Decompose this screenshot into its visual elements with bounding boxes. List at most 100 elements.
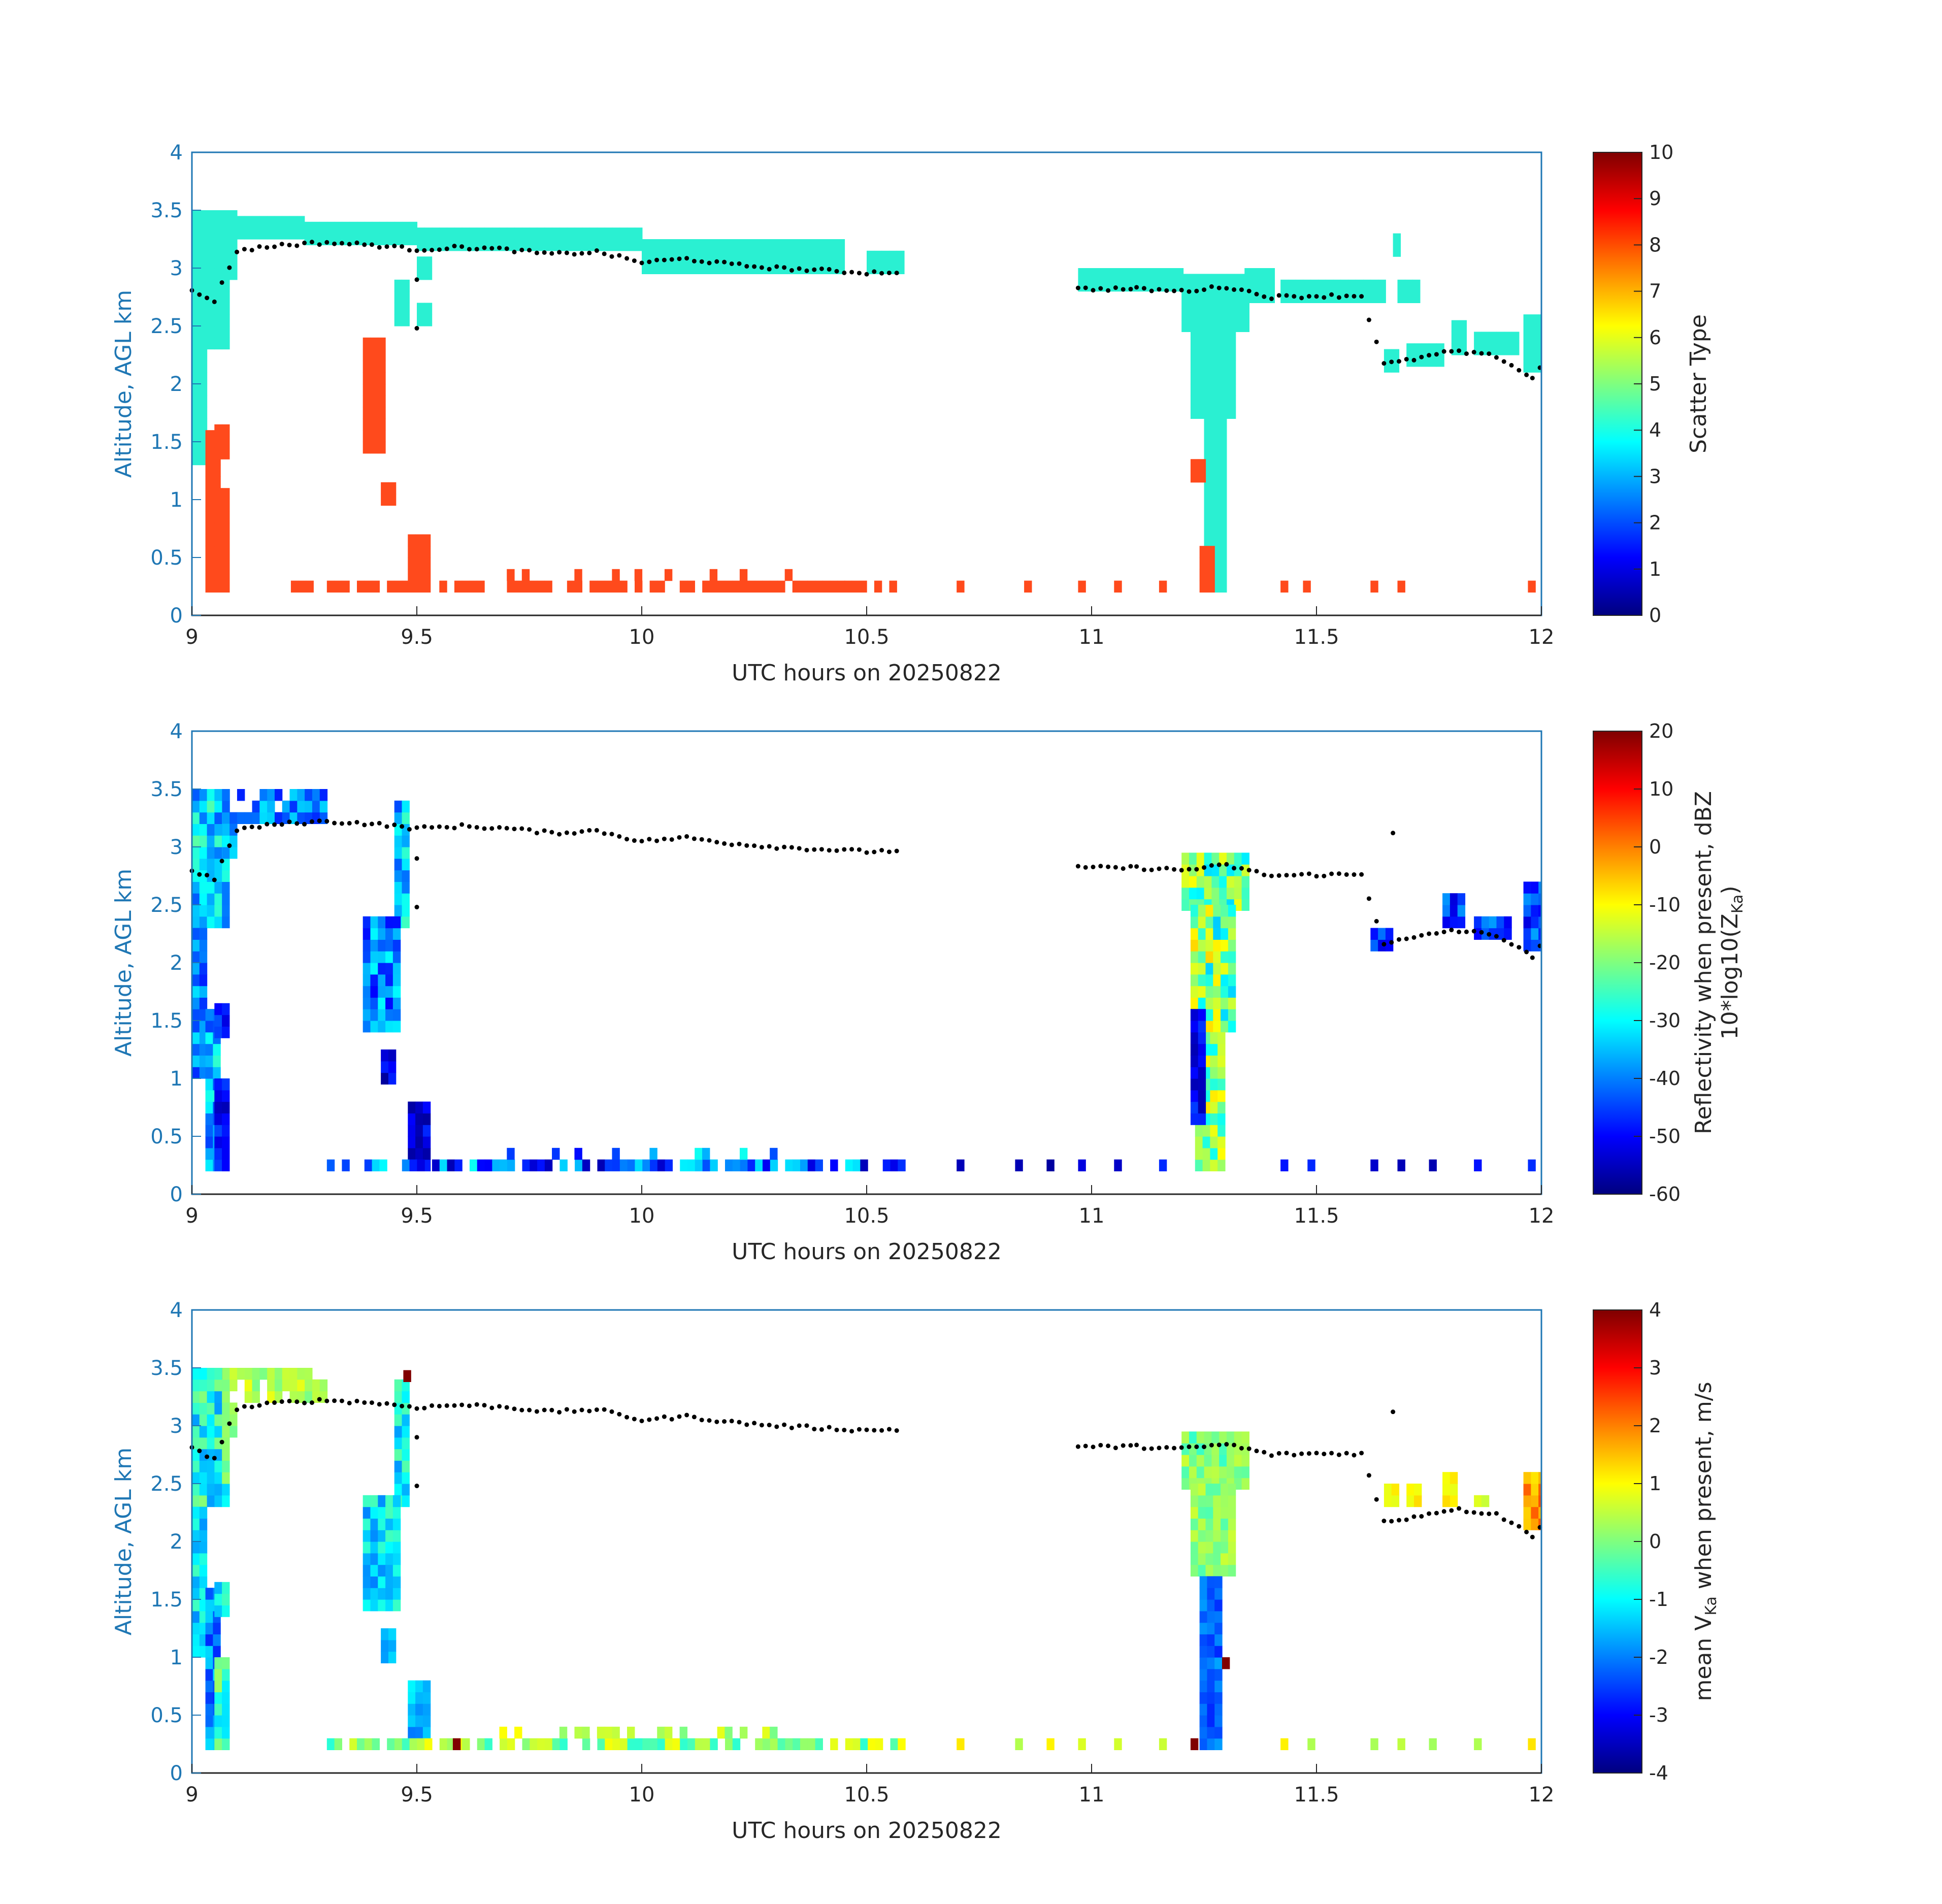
- heatmap-cell: [192, 279, 200, 292]
- heatmap-cell: [845, 1159, 853, 1171]
- heatmap-cell: [1226, 852, 1235, 865]
- heatmap-cell: [192, 986, 200, 998]
- heatmap-cell: [214, 1014, 222, 1027]
- heatmap-cell: [192, 800, 200, 813]
- heatmap-cell: [1221, 1553, 1229, 1565]
- colorbar-label-formula: 10*log10(ZKa): [1717, 885, 1747, 1039]
- heatmap-cell: [447, 1159, 455, 1171]
- heatmap-cell: [1234, 876, 1242, 888]
- heatmap-cell: [469, 227, 477, 240]
- cloud-top-point: [414, 1406, 419, 1411]
- heatmap-cell: [363, 939, 371, 951]
- colorbar-tick-label: -40: [1649, 1067, 1681, 1090]
- cloud-top-point: [647, 1417, 652, 1422]
- cloud-top-point: [497, 825, 502, 830]
- heatmap-cell: [297, 227, 305, 240]
- heatmap-cell: [1211, 887, 1220, 900]
- heatmap-cell: [1190, 349, 1199, 361]
- cloud-top-point: [812, 847, 817, 852]
- x-ticks: 9 9.5 10 10.5 11 11.5 12: [185, 1185, 1554, 1228]
- heatmap-cell: [777, 262, 785, 274]
- heatmap-cell: [192, 1067, 200, 1079]
- heatmap-cell: [1538, 326, 1541, 338]
- heatmap-cell: [732, 1738, 741, 1750]
- heatmap-cell: [222, 1472, 230, 1484]
- cloud-top-point: [242, 247, 247, 252]
- heatmap-cell: [1406, 1495, 1414, 1507]
- heatmap-cell: [1280, 580, 1289, 593]
- heatmap-cell: [392, 916, 401, 929]
- cloud-top-point: [886, 1427, 892, 1432]
- cloud-top-point: [1471, 1510, 1476, 1515]
- heatmap-cell: [1190, 1067, 1199, 1079]
- x-tick-label: 9.5: [401, 626, 433, 649]
- heatmap-cell: [192, 1009, 200, 1021]
- heatmap-cell: [207, 210, 215, 222]
- heatmap-cell: [402, 847, 410, 859]
- heatmap-cell: [754, 250, 763, 263]
- heatmap-cell: [1202, 1159, 1210, 1171]
- heatmap-cell: [267, 812, 275, 824]
- cloud-top-point: [354, 240, 359, 245]
- heatmap-cell: [402, 1484, 410, 1496]
- cloud-top-point: [384, 244, 389, 249]
- x-ticks: 9 9.5 10 10.5 11 11.5 12: [185, 1764, 1554, 1807]
- cloud-top-point: [886, 270, 892, 275]
- heatmap-cell: [1406, 343, 1414, 355]
- heatmap-cell: [1221, 360, 1229, 373]
- heatmap-cell: [777, 250, 785, 263]
- heatmap-cell: [1213, 326, 1221, 338]
- heatmap-cell: [822, 250, 830, 263]
- heatmap-cell: [1378, 279, 1386, 292]
- cloud-top-point: [272, 244, 277, 249]
- cloud-top-point: [1494, 355, 1499, 360]
- colorbar-tick-label: 10: [1649, 141, 1673, 163]
- heatmap-cell: [1474, 1159, 1482, 1171]
- heatmap-cell: [1190, 1553, 1199, 1565]
- heatmap-cell: [1199, 557, 1208, 570]
- heatmap-cell: [370, 1553, 378, 1565]
- heatmap-cell: [385, 1021, 393, 1033]
- heatmap-cell: [1205, 905, 1213, 917]
- heatmap-cell: [192, 1553, 200, 1565]
- heatmap-cell: [244, 1391, 253, 1403]
- colorbar-tick-label: 2: [1649, 1415, 1661, 1437]
- cloud-top-point: [1404, 1517, 1409, 1522]
- cloud-top-point: [302, 240, 307, 245]
- heatmap-cell: [402, 1495, 410, 1507]
- heatmap-cell: [1189, 1431, 1197, 1443]
- heatmap-cell: [214, 812, 222, 824]
- heatmap-cell: [1210, 1159, 1218, 1171]
- heatmap-cell: [1221, 986, 1229, 998]
- heatmap-cell: [874, 580, 882, 593]
- heatmap-cell: [244, 1368, 253, 1380]
- heatmap-cell: [222, 1136, 230, 1148]
- heatmap-cell: [1442, 1472, 1451, 1484]
- heatmap-cell: [192, 1495, 200, 1507]
- heatmap-cell: [222, 210, 230, 222]
- heatmap-cell: [650, 1159, 658, 1171]
- cloud-top-point: [669, 837, 674, 842]
- heatmap-cell: [222, 303, 230, 315]
- heatmap-cell: [192, 1414, 200, 1426]
- heatmap-cell: [205, 1715, 213, 1727]
- cloud-top-point: [265, 822, 270, 827]
- heatmap-cell: [1196, 1466, 1205, 1479]
- heatmap-cell: [1199, 1668, 1208, 1681]
- heatmap-cell: [214, 221, 222, 234]
- cloud-top-point: [729, 1419, 734, 1424]
- heatmap-cell: [1450, 916, 1458, 929]
- heatmap-cell: [822, 262, 830, 274]
- cloud-top-point: [1157, 1446, 1162, 1451]
- y-tick-label: 2.5: [150, 894, 183, 917]
- cloud-top-point: [1352, 293, 1357, 299]
- cloud-top-point: [1374, 1497, 1379, 1502]
- heatmap-cell: [214, 1101, 222, 1113]
- heatmap-cell: [657, 1159, 666, 1171]
- heatmap-cell: [222, 546, 230, 558]
- heatmap-cell: [402, 800, 410, 813]
- cloud-top-point: [872, 269, 877, 274]
- heatmap-cell: [1198, 974, 1206, 987]
- cloud-top-point: [894, 271, 899, 276]
- cloud-top-point: [677, 835, 682, 840]
